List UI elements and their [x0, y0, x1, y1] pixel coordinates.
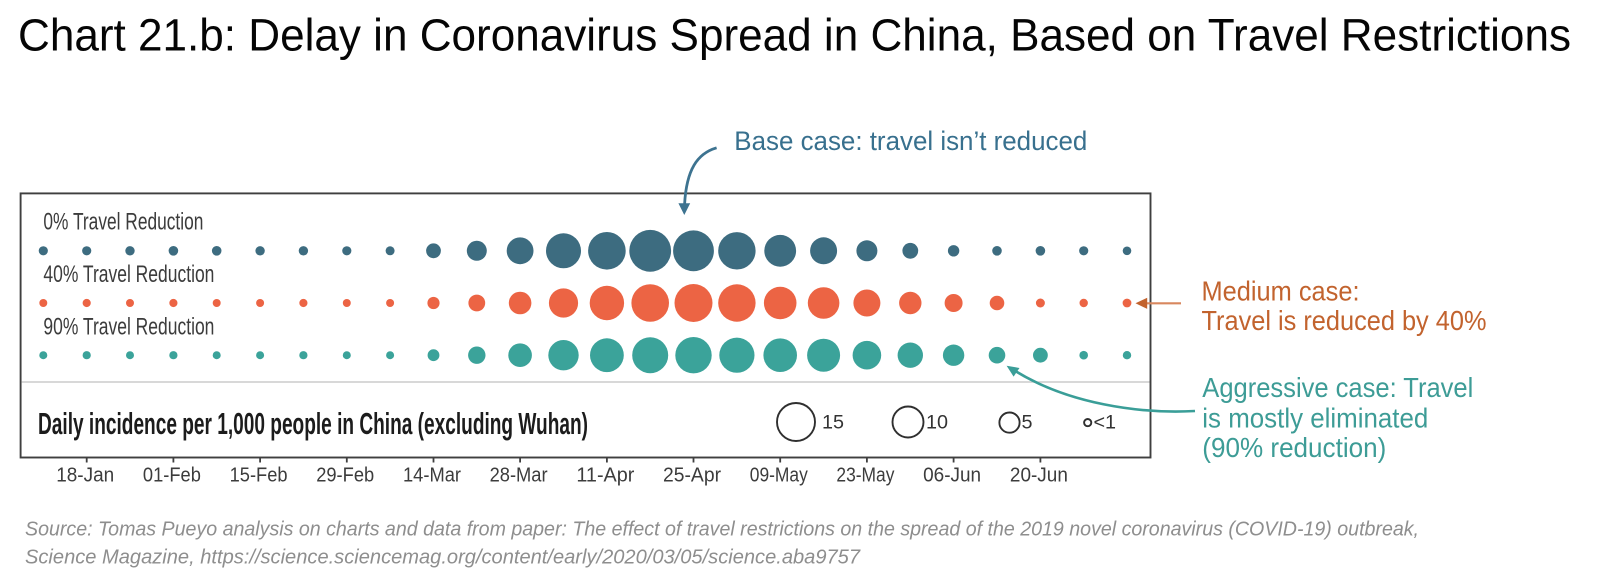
svg-text:Aggressive case: Travel: Aggressive case: Travel	[1202, 372, 1473, 403]
svg-text:14-Mar: 14-Mar	[403, 464, 461, 487]
svg-text:40% Travel Reduction: 40% Travel Reduction	[43, 262, 214, 288]
svg-text:09-May: 09-May	[750, 464, 809, 487]
svg-text:15: 15	[822, 412, 844, 434]
svg-text:is mostly eliminated: is mostly eliminated	[1202, 403, 1428, 434]
svg-text:Base case: travel isn’t reduce: Base case: travel isn’t reduced	[734, 126, 1087, 156]
svg-text:(90% reduction): (90% reduction)	[1202, 432, 1386, 463]
svg-text:0% Travel Reduction: 0% Travel Reduction	[43, 209, 203, 235]
svg-text:29-Feb: 29-Feb	[316, 464, 374, 487]
svg-text:Daily incidence per 1,000 peop: Daily incidence per 1,000 people in Chin…	[38, 407, 588, 441]
svg-text:06-Jun: 06-Jun	[923, 464, 981, 487]
svg-text:Chart 21.b: Delay in Coronavir: Chart 21.b: Delay in Coronavirus Spread …	[18, 10, 1571, 61]
svg-text:90% Travel Reduction: 90% Travel Reduction	[43, 314, 214, 340]
svg-text:11-Apr: 11-Apr	[576, 464, 634, 487]
svg-text:Science Magazine, https://scie: Science Magazine, https://science.scienc…	[25, 547, 861, 569]
svg-text:10: 10	[926, 412, 948, 434]
svg-text:28-Mar: 28-Mar	[490, 464, 548, 487]
svg-text:18-Jan: 18-Jan	[56, 464, 114, 487]
svg-text:20-Jun: 20-Jun	[1010, 464, 1068, 487]
svg-text:15-Feb: 15-Feb	[230, 464, 288, 487]
svg-text:Medium case:: Medium case:	[1202, 276, 1360, 307]
svg-text:5: 5	[1022, 412, 1033, 434]
svg-text:23-May: 23-May	[836, 464, 895, 487]
svg-text:<1: <1	[1094, 412, 1117, 434]
svg-text:Travel is reduced by 40%: Travel is reduced by 40%	[1202, 305, 1487, 336]
svg-text:25-Apr: 25-Apr	[663, 464, 721, 487]
svg-text:Source: Tomas Pueyo analysis o: Source: Tomas Pueyo analysis on charts a…	[25, 518, 1419, 540]
svg-text:01-Feb: 01-Feb	[143, 464, 201, 487]
